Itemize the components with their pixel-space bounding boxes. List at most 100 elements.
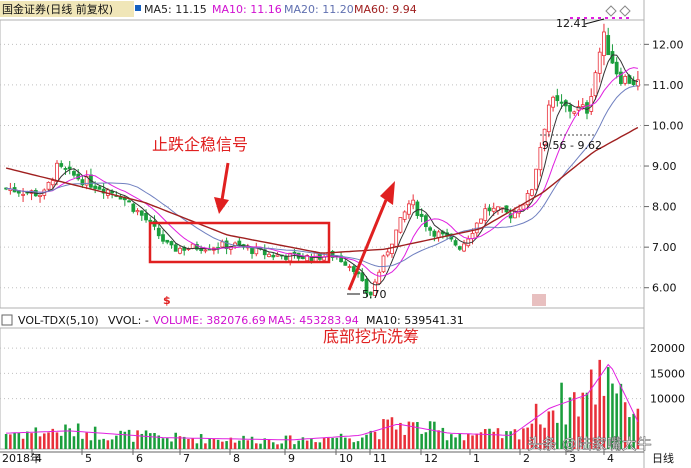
candle-body [67, 166, 72, 170]
volume-bar [513, 429, 517, 449]
price-tick-label: 7.00 [652, 241, 677, 254]
time-axis: 4 5 6 7 8 9 10 11 12 1 2 3 4 [0, 449, 644, 465]
volume-bar [276, 444, 279, 449]
consolidation-box [148, 221, 331, 264]
volume-panel-frame [0, 327, 645, 450]
candle-body [55, 162, 59, 182]
volume-bar [475, 433, 479, 449]
volume-bar [204, 443, 207, 449]
event-marker-s: $ [163, 294, 171, 307]
volume-bar [157, 435, 161, 449]
volume-bar [68, 428, 71, 449]
volume-bar [382, 419, 385, 449]
month-label: 2 [523, 452, 530, 465]
volume-bar [318, 442, 322, 449]
volume-bar [611, 383, 614, 449]
volume-bar [13, 432, 16, 449]
period-label[interactable]: 日线 [652, 451, 674, 465]
volume-bar [509, 431, 512, 449]
volume-bar [394, 429, 398, 449]
candle-body [224, 240, 229, 250]
candle-body [606, 35, 611, 56]
volume-bar [132, 441, 135, 449]
volume-bar [598, 359, 601, 449]
top-marker-dots [570, 5, 632, 19]
volume-bar [369, 430, 373, 449]
month-label: 10 [339, 452, 353, 465]
volume-bar [170, 441, 173, 449]
volume-bar [581, 392, 585, 449]
candle-body [135, 210, 140, 213]
candle-body [542, 128, 547, 145]
price-tick-label: 10.00 [652, 119, 684, 132]
volume-indicator-icon[interactable] [1, 314, 13, 326]
candle-body [220, 241, 225, 248]
candle-body [250, 247, 254, 254]
candle-body [487, 207, 492, 212]
volume-bar [314, 442, 317, 449]
volume-bar [238, 440, 241, 449]
candle-body [635, 79, 640, 87]
candle-body [529, 189, 534, 196]
volume-tick-labels: 10000 15000 20000 [650, 342, 685, 405]
candle-body [262, 249, 267, 256]
volume-bar [441, 427, 445, 449]
candle-body [364, 278, 369, 294]
month-label: 11 [373, 452, 387, 465]
candle-body [457, 246, 462, 250]
volume-bar [85, 432, 88, 449]
candle-body [597, 51, 602, 74]
volume-bar [34, 427, 38, 449]
candle-body [368, 291, 373, 296]
ma-legend-swatch [135, 5, 141, 11]
candle-body [275, 254, 280, 257]
volume-bar [551, 410, 555, 449]
candle-body [284, 256, 288, 260]
ma10-label: MA10: 11.16 [212, 3, 282, 16]
candle-body [551, 96, 555, 108]
volume-bar [4, 434, 8, 449]
stock-name-highlight [0, 1, 134, 17]
volume-bar [123, 431, 127, 449]
volume-bar [242, 435, 245, 449]
volume-bar [119, 430, 122, 449]
volume-bar [9, 434, 12, 449]
volume-bar [267, 439, 271, 449]
year-label: 2018年 [2, 451, 41, 465]
volume-bar [386, 419, 389, 449]
volume-bar [505, 431, 508, 449]
price-gridlines [0, 43, 644, 289]
candle-body [190, 243, 195, 249]
volume-value-label: VOLUME: 382076.69 [153, 314, 266, 327]
candle-body [559, 101, 564, 104]
candle-body [593, 72, 598, 97]
volume-bar [556, 422, 559, 449]
volume-bar [437, 430, 440, 449]
volume-bar [55, 432, 59, 449]
candle-body [470, 232, 475, 239]
volume-bar [458, 433, 462, 449]
candle-body [538, 147, 543, 171]
volume-bar [530, 423, 534, 449]
candle-body [80, 179, 85, 186]
candle-body [46, 181, 51, 190]
volume-bar [390, 417, 394, 449]
price-tick-label: 11.00 [652, 79, 684, 92]
month-label: 9 [288, 452, 295, 465]
candle-body [415, 201, 420, 216]
volume-bar [377, 439, 381, 449]
candle-body [385, 251, 390, 256]
price-tick-label: 8.00 [652, 201, 677, 214]
volume-bar [208, 438, 211, 449]
volume-bar [339, 433, 343, 449]
volume-bar [632, 413, 635, 449]
volume-bar [615, 393, 618, 449]
volume-bar [225, 441, 228, 449]
volume-tick-label: 20000 [650, 342, 685, 355]
volume-bar [560, 382, 563, 449]
volume-bar [628, 417, 631, 449]
volume-ma5-label: MA5: 453283.94 [268, 314, 359, 327]
volume-bar [462, 440, 466, 449]
candle-body [97, 186, 102, 190]
volume-bar [327, 437, 330, 449]
